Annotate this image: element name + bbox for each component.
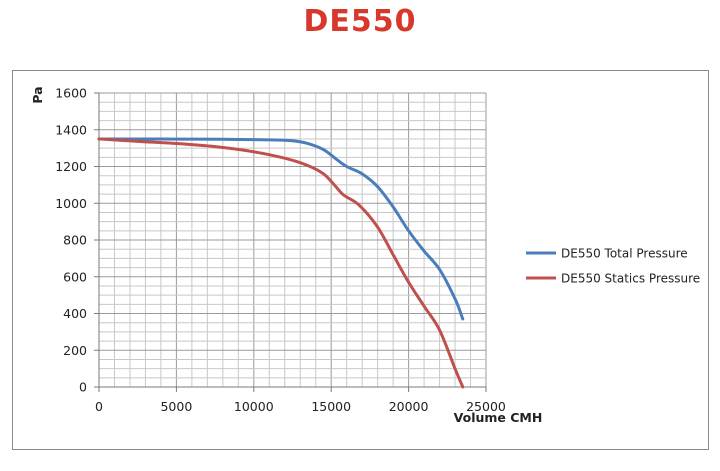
series-line-de550-statics-pressure [97,137,465,389]
y-axis-title: Pa [30,86,45,103]
y-tick-label: 1400 [55,122,87,137]
x-tick-label: 20000 [389,399,429,414]
y-tick-label: 1600 [55,86,87,101]
x-tick-label: 15000 [311,399,351,414]
legend-label-de550-statics-pressure: DE550 Statics Pressure [561,272,700,286]
x-tick-label: 5000 [160,399,192,414]
legend-label-de550-total-pressure: DE550 Total Pressure [561,247,688,261]
y-tick-label: 600 [63,269,87,284]
x-tick-label: 25000 [466,399,506,414]
y-tick-label: 1000 [55,196,87,211]
x-tick-label: 10000 [234,399,274,414]
x-tick-label: 0 [95,399,103,414]
chart-title: DE550 [303,4,417,39]
y-tick-label: 1200 [55,159,87,174]
y-tick-label: 400 [63,306,87,321]
y-tick-label: 800 [63,233,87,248]
x-axis-title: Volume CMH [454,410,543,425]
y-tick-label: 200 [63,343,87,358]
chart-frame [12,70,709,450]
y-tick-label: 0 [79,380,87,395]
series-line-de550-total-pressure [97,137,465,321]
